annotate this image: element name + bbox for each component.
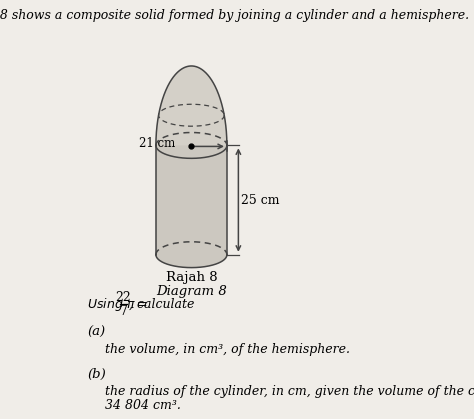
Text: 22: 22 — [116, 291, 131, 304]
Text: 25 cm: 25 cm — [241, 194, 280, 207]
Text: , calculate: , calculate — [129, 298, 195, 311]
Text: Diagram 8: Diagram 8 — [156, 285, 227, 298]
Text: Rajah 8: Rajah 8 — [165, 271, 217, 284]
Text: 7: 7 — [119, 305, 128, 318]
Text: Diagram 8 shows a composite solid formed by joining a cylinder and a hemisphere.: Diagram 8 shows a composite solid formed… — [0, 9, 470, 22]
Polygon shape — [156, 132, 227, 268]
Text: the volume, in cm³, of the hemisphere.: the volume, in cm³, of the hemisphere. — [105, 343, 350, 356]
Text: (a): (a) — [87, 326, 105, 339]
Text: (b): (b) — [87, 368, 106, 381]
Text: $Using\ \pi=$: $Using\ \pi=$ — [87, 296, 147, 313]
Text: 34 804 cm³.: 34 804 cm³. — [105, 399, 181, 412]
Text: 21 cm: 21 cm — [139, 137, 176, 150]
Text: the radius of the cylinder, in cm, given the volume of the composite solid is: the radius of the cylinder, in cm, given… — [105, 385, 474, 398]
Polygon shape — [156, 66, 227, 145]
